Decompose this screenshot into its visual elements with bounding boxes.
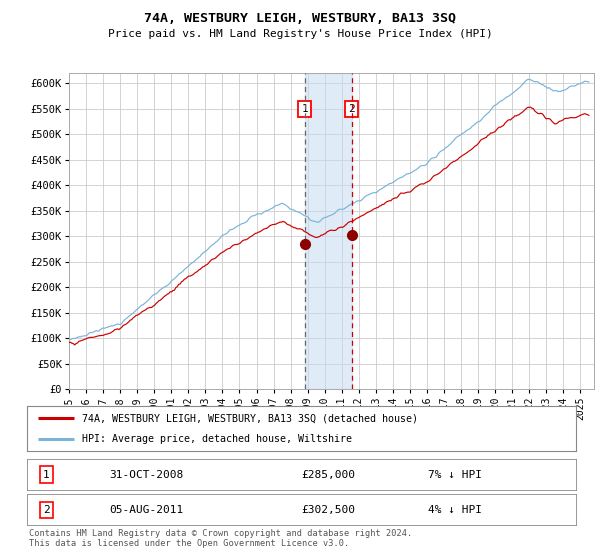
Text: 05-AUG-2011: 05-AUG-2011 [109,505,184,515]
Text: 1: 1 [43,470,50,479]
Text: 74A, WESTBURY LEIGH, WESTBURY, BA13 3SQ (detached house): 74A, WESTBURY LEIGH, WESTBURY, BA13 3SQ … [82,413,418,423]
Text: 2: 2 [43,505,50,515]
Text: 4% ↓ HPI: 4% ↓ HPI [428,505,482,515]
Text: Contains HM Land Registry data © Crown copyright and database right 2024.
This d: Contains HM Land Registry data © Crown c… [29,529,412,548]
Text: £285,000: £285,000 [302,470,355,479]
Text: 7% ↓ HPI: 7% ↓ HPI [428,470,482,479]
Text: 1: 1 [301,104,308,114]
Text: 31-OCT-2008: 31-OCT-2008 [109,470,184,479]
Text: £302,500: £302,500 [302,505,355,515]
Text: HPI: Average price, detached house, Wiltshire: HPI: Average price, detached house, Wilt… [82,433,352,444]
Bar [305,73,352,389]
Text: 2: 2 [348,104,355,114]
Text: Price paid vs. HM Land Registry's House Price Index (HPI): Price paid vs. HM Land Registry's House … [107,29,493,39]
Text: 74A, WESTBURY LEIGH, WESTBURY, BA13 3SQ: 74A, WESTBURY LEIGH, WESTBURY, BA13 3SQ [144,12,456,25]
